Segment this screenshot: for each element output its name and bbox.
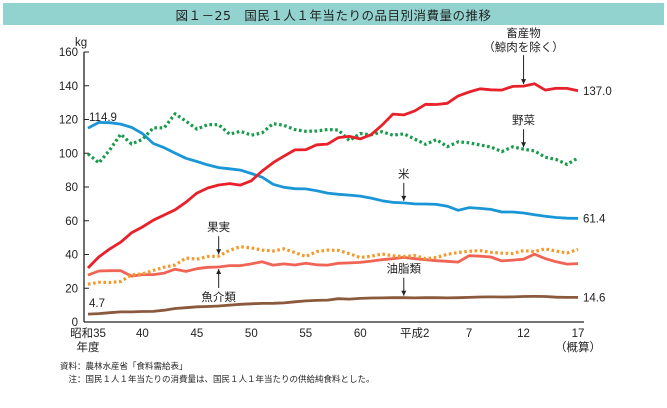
arrowhead-icon — [401, 195, 407, 201]
chart-notes: 資料：農林水産省「食料需給表」 注：国民１人１年当たりの消費量は、国民１人１年当… — [60, 361, 375, 387]
y-tick-label: 80 — [65, 182, 78, 194]
x-tick-label: 40 — [136, 328, 149, 340]
series-line-米 — [87, 121, 579, 220]
arrowhead-icon — [216, 268, 222, 274]
y-tick-label: 60 — [65, 216, 78, 228]
series-line-野菜 — [86, 112, 579, 166]
y-tick-label: 100 — [59, 148, 78, 160]
x-tick-label: 55 — [299, 328, 312, 340]
x-tick-label: 17 — [572, 328, 585, 340]
annotation-sublabel: （鯨肉を除く） — [483, 40, 564, 54]
y-tick-label: 140 — [59, 81, 78, 93]
arrowhead-icon — [401, 290, 407, 296]
x-tick-label: 12 — [517, 328, 530, 340]
series-group: 4.7 14.6 114.9 61.4 137.0 — [86, 82, 612, 316]
y-tick-label: 20 — [65, 283, 78, 295]
annotation-label: 米 — [398, 167, 410, 181]
y-tick-label: 40 — [65, 250, 78, 262]
x-tick-label: 7 — [466, 328, 472, 340]
annotation-label: 魚介類 — [201, 290, 236, 304]
x-tick-label: 50 — [245, 328, 258, 340]
end-value-label: 61.4 — [583, 213, 606, 225]
arrowhead-icon — [521, 142, 527, 148]
annotation-label: 果実 — [207, 220, 230, 234]
series-line-畜産物（鯨肉を除く） — [87, 82, 579, 269]
x-tick-label: 45 — [190, 328, 203, 340]
chart-title: 図１－25 国民１人１年当たりの品目別消費量の推移 — [3, 3, 664, 25]
start-value-label: 114.9 — [89, 112, 117, 124]
y-tick-label: 120 — [59, 115, 78, 127]
x-tick-label: 60 — [354, 328, 367, 340]
annotation-label: 野菜 — [512, 113, 535, 127]
footnote: 注：国民１人１年当たりの消費量は、国民１人１年当たりの供給純食料とした。 — [60, 375, 375, 385]
end-value-label: 14.6 — [583, 292, 605, 304]
y-axis-unit-label: kg — [75, 37, 87, 49]
series-line-魚介類 — [87, 252, 579, 278]
source-note: 資料：農林水産省「食料需給表」 — [60, 362, 188, 372]
x-tick-sublabel: （概算） — [555, 340, 601, 354]
annotation-label: 畜産物 — [506, 26, 541, 40]
x-tick-label: 平成2 — [400, 327, 429, 340]
arrowhead-icon — [216, 249, 222, 255]
y-tick-label: 160 — [59, 47, 78, 59]
x-tick-sublabel: 年度 — [77, 340, 100, 354]
arrowhead-icon — [521, 79, 527, 85]
y-tick-label: 0 — [72, 317, 78, 329]
annotation-label: 油脂類 — [387, 262, 422, 276]
series-line-果実 — [87, 245, 579, 286]
x-tick-label: 昭和35 — [70, 327, 106, 340]
start-value-label: 4.7 — [89, 298, 105, 310]
end-value-label: 137.0 — [583, 86, 612, 98]
series-line-油脂類 — [87, 294, 578, 316]
